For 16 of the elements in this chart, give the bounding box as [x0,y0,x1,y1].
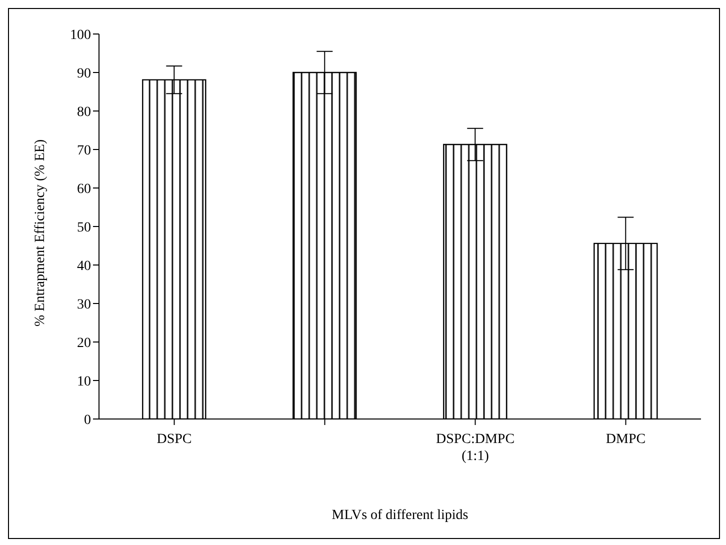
y-tick-label: 40 [77,258,91,274]
x-tick-label: DSPC [156,432,192,447]
x-tick-label: DSPC:DMPC (1:1) [436,432,515,464]
y-tick-label: 90 [77,66,91,82]
y-axis-title: % Entrapment Efficiency (% EE) [32,139,48,326]
y-tick-label: 30 [77,297,91,312]
y-tick-label: 80 [77,104,91,120]
y-tick-label: 20 [77,336,91,351]
y-tick-label: 50 [77,220,91,236]
y-tick-label: 70 [77,143,91,158]
x-axis-title: MLVs of different lipids [332,508,468,523]
y-tick-label: 60 [77,182,91,197]
y-tick-label: 10 [77,374,91,390]
x-tick-label: DMPC [606,432,646,447]
y-tick-label: 0 [84,412,91,428]
y-tick-label: 100 [70,28,91,43]
